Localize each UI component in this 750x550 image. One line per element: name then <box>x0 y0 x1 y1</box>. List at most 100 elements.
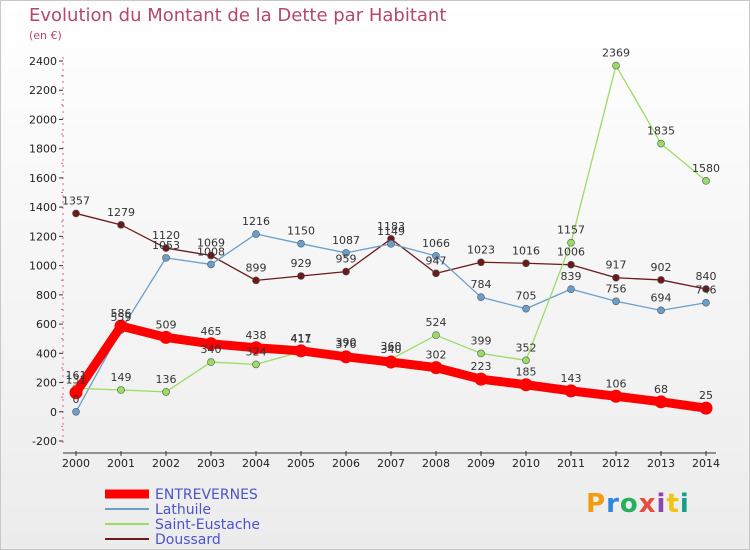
data-label-3: 1016 <box>512 244 540 257</box>
series-point-2 <box>207 358 215 366</box>
data-label-3: 917 <box>606 259 627 272</box>
y-tick-label: 800 <box>36 289 57 302</box>
data-label-2: 390 <box>336 336 357 349</box>
proxiti-logo: Proxiti <box>586 489 690 519</box>
data-label-1: 0 <box>73 393 80 406</box>
series-point-1 <box>342 249 350 257</box>
data-label-3: 902 <box>651 261 672 274</box>
data-label-3: 1069 <box>197 237 225 250</box>
y-tick-label: 600 <box>36 318 57 331</box>
y-tick-label: 1600 <box>29 172 57 185</box>
series-point-0 <box>474 372 488 386</box>
series-point-0 <box>159 330 173 344</box>
x-tick-label: 2014 <box>692 457 720 470</box>
x-tick-label: 2011 <box>557 457 585 470</box>
x-tick-label: 2008 <box>422 457 450 470</box>
series-point-3 <box>162 244 170 252</box>
series-point-1 <box>252 230 260 238</box>
data-label-0: 131 <box>66 374 87 387</box>
data-label-0: 586 <box>111 307 132 320</box>
series-point-1 <box>387 240 395 248</box>
series-point-0 <box>384 355 398 369</box>
series-point-1 <box>657 306 665 315</box>
series-point-0 <box>429 361 443 375</box>
series-point-3 <box>432 269 440 278</box>
data-label-1: 1008 <box>197 245 225 258</box>
y-tick-label: 1000 <box>29 260 57 273</box>
legend-label-2: Saint-Eustache <box>155 517 260 533</box>
data-label-1: 705 <box>516 290 537 303</box>
x-tick-label: 2006 <box>332 457 360 470</box>
series-point-0 <box>114 319 128 333</box>
data-label-0: 376 <box>336 338 357 351</box>
y-tick-label: 200 <box>36 377 57 390</box>
legend-label-0: ENTREVERNES <box>155 487 258 503</box>
data-label-0: 106 <box>606 377 627 390</box>
data-label-3: 929 <box>291 257 312 270</box>
x-tick-label: 2002 <box>152 457 180 470</box>
data-label-0: 509 <box>156 318 177 331</box>
data-label-3: 959 <box>336 253 357 266</box>
series-point-0 <box>249 341 263 355</box>
series-point-3 <box>522 259 530 268</box>
data-label-1: 559 <box>111 311 132 324</box>
data-label-1: 1066 <box>422 237 450 250</box>
data-label-0: 302 <box>426 349 447 362</box>
series-point-1 <box>612 297 620 306</box>
series-point-3 <box>252 276 260 285</box>
series-point-2 <box>117 386 125 394</box>
logo-letter: o <box>619 489 639 519</box>
data-label-3: 947 <box>426 254 447 267</box>
data-label-1: 694 <box>651 291 672 304</box>
data-label-0: 223 <box>471 360 492 373</box>
series-point-0 <box>69 386 83 400</box>
legend-label-3: Doussard <box>155 532 221 548</box>
x-tick-label: 2005 <box>287 457 315 470</box>
data-label-0: 185 <box>516 366 537 379</box>
data-label-1: 784 <box>471 278 492 291</box>
x-tick-label: 2010 <box>512 457 540 470</box>
series-point-0 <box>294 344 308 358</box>
series-point-2 <box>432 331 440 339</box>
series-point-0 <box>339 350 353 364</box>
y-tick-label: 1400 <box>29 201 57 214</box>
data-label-2: 399 <box>471 334 492 347</box>
series-point-0 <box>519 378 533 392</box>
data-label-1: 756 <box>606 282 627 295</box>
y-tick-label: 1800 <box>29 143 57 156</box>
series-point-3 <box>342 267 350 276</box>
data-label-0: 340 <box>381 343 402 356</box>
series-point-3 <box>72 209 80 218</box>
x-tick-label: 2003 <box>197 457 225 470</box>
data-label-1: 746 <box>696 284 717 297</box>
logo-letter: r <box>606 489 620 519</box>
data-label-2: 136 <box>156 373 177 386</box>
series-point-3 <box>702 285 710 293</box>
data-label-1: 1053 <box>152 239 180 252</box>
data-label-2: 161 <box>66 369 87 382</box>
data-label-2: 360 <box>381 340 402 353</box>
data-label-1: 1149 <box>377 225 405 238</box>
series-point-3 <box>297 272 305 280</box>
data-label-2: 149 <box>111 371 132 384</box>
series-point-2 <box>702 177 710 185</box>
data-label-2: 2369 <box>602 47 630 60</box>
series-point-3 <box>612 273 620 282</box>
data-label-2: 524 <box>426 316 447 329</box>
data-label-3: 1279 <box>107 206 135 219</box>
x-tick-label: 2009 <box>467 457 495 470</box>
series-point-2 <box>522 356 530 365</box>
data-label-3: 1006 <box>557 246 585 259</box>
data-label-0: 417 <box>291 332 312 345</box>
data-label-0: 68 <box>654 383 668 396</box>
logo-letter: x <box>638 489 657 519</box>
series-point-0 <box>564 384 578 398</box>
series-point-0 <box>609 389 623 403</box>
series-point-1 <box>702 298 710 307</box>
series-point-2 <box>252 360 260 369</box>
logo-letter: P <box>586 489 607 519</box>
x-tick-label: 2012 <box>602 457 630 470</box>
series-point-0 <box>654 395 668 409</box>
data-label-3: 1023 <box>467 243 495 256</box>
